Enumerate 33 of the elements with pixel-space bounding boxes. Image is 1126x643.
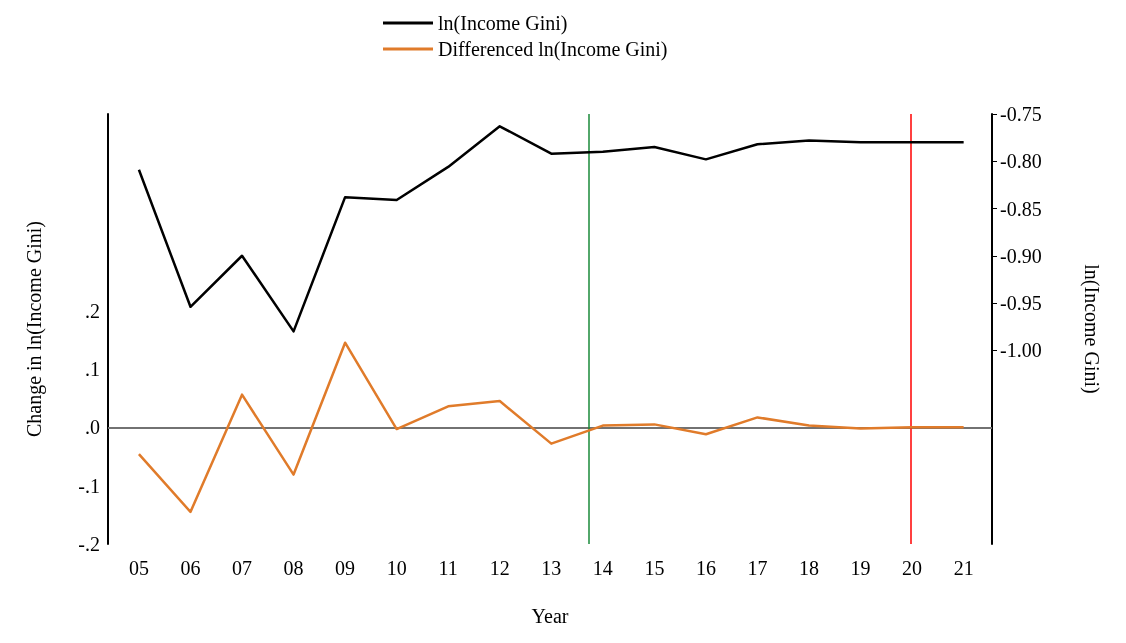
x-tick-label: 15 bbox=[644, 557, 665, 579]
y-tick-label: .1 bbox=[85, 357, 100, 380]
x-tick-label: 19 bbox=[850, 557, 871, 579]
x-tick-label: 17 bbox=[747, 557, 768, 579]
x-tick-label: 11 bbox=[438, 557, 458, 579]
x-tick-label: 18 bbox=[799, 557, 820, 579]
x-tick-label: 07 bbox=[232, 557, 253, 579]
y2-tick-label: -0.80 bbox=[1000, 150, 1042, 173]
y-tick-label: .0 bbox=[85, 416, 100, 439]
y2-tick-label: -0.95 bbox=[1000, 292, 1042, 315]
legend-label: ln(Income Gini) bbox=[438, 12, 568, 35]
x-axis-title: Year bbox=[531, 605, 569, 627]
y-tick-label: -.1 bbox=[78, 474, 100, 497]
x-tick-label: 16 bbox=[695, 557, 716, 579]
x-tick-label: 09 bbox=[335, 557, 356, 579]
x-tick-label: 05 bbox=[128, 557, 149, 579]
y2-tick-label: -1.00 bbox=[1000, 339, 1042, 362]
y2-tick-label: -0.75 bbox=[1000, 103, 1042, 125]
x-tick-label: 08 bbox=[283, 557, 304, 579]
x-tick-label: 14 bbox=[592, 557, 613, 579]
x-tick-label: 06 bbox=[180, 557, 201, 579]
y2-tick-label: -0.85 bbox=[1000, 197, 1042, 220]
y2-axis-title: ln(Income Gini) bbox=[1080, 264, 1103, 394]
x-tick-label: 10 bbox=[386, 557, 407, 579]
y2-tick-label: -0.90 bbox=[1000, 244, 1042, 267]
x-tick-label: 20 bbox=[902, 557, 923, 579]
x-tick-label: 13 bbox=[541, 557, 562, 579]
legend-label: Differenced ln(Income Gini) bbox=[438, 38, 668, 61]
x-tick-label: 12 bbox=[489, 557, 510, 579]
x-tick-label: 21 bbox=[953, 557, 974, 579]
y-tick-label: -.2 bbox=[78, 533, 100, 555]
y-axis-title: Change in ln(Income Gini) bbox=[23, 220, 46, 438]
y-tick-label: .2 bbox=[85, 299, 100, 322]
